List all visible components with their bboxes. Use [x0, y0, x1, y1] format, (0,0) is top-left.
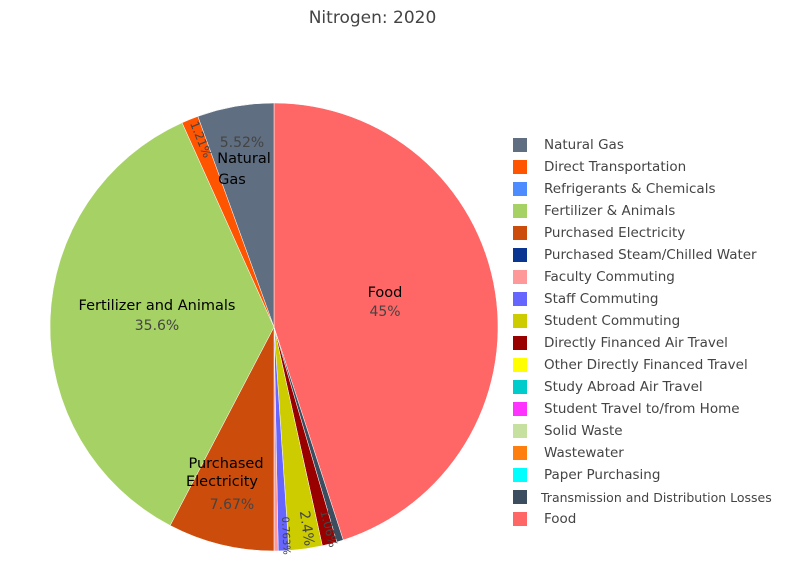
legend-label: Refrigerants & Chemicals: [544, 181, 716, 197]
legend-label: Purchased Electricity: [544, 225, 686, 241]
legend-label: Direct Transportation: [544, 159, 687, 175]
legend-label: Food: [544, 511, 577, 527]
legend-item-purchased-steam-chilled-water[interactable]: Purchased Steam/Chilled Water: [513, 244, 772, 266]
slice-label-purchased-electricity: Purchased: [188, 456, 263, 472]
legend-swatch: [513, 424, 527, 438]
legend-item-refrigerants-chemicals[interactable]: Refrigerants & Chemicals: [513, 178, 772, 200]
legend-label: Paper Purchasing: [544, 467, 661, 483]
legend-swatch: [513, 182, 527, 196]
legend-swatch: [513, 512, 527, 526]
legend-swatch: [513, 270, 527, 284]
legend-swatch: [513, 336, 527, 350]
legend-item-solid-waste[interactable]: Solid Waste: [513, 420, 772, 442]
legend: Natural Gas Direct Transportation Refriger…: [513, 134, 772, 530]
legend-item-food[interactable]: Food: [513, 508, 772, 530]
pie-slice-food[interactable]: [273, 102, 499, 541]
legend-swatch: [513, 292, 527, 306]
legend-swatch: [513, 204, 527, 218]
slice-pct-food: 45%: [369, 304, 400, 320]
legend-swatch: [513, 468, 527, 482]
legend-swatch: [513, 380, 527, 394]
legend-label: Staff Commuting: [544, 291, 659, 307]
legend-label: Student Commuting: [544, 313, 681, 329]
legend-item-faculty-commuting[interactable]: Faculty Commuting: [513, 266, 772, 288]
legend-item-transmission-and-distribution-losses[interactable]: Transmission and Distribution Losses: [513, 486, 772, 508]
slice-label-food: Food: [368, 285, 403, 301]
legend-item-direct-transportation[interactable]: Direct Transportation: [513, 156, 772, 178]
legend-item-study-abroad-air-travel[interactable]: Study Abroad Air Travel: [513, 376, 772, 398]
slice-pct-natural-gas: 5.52%: [220, 135, 264, 151]
legend-swatch: [513, 160, 527, 174]
legend-label: Wastewater: [544, 445, 624, 461]
legend-label: Transmission and Distribution Losses: [541, 489, 772, 505]
slice-label-natural-gas: Natural: [217, 151, 270, 167]
legend-item-natural-gas[interactable]: Natural Gas: [513, 134, 772, 156]
legend-swatch: [513, 402, 527, 416]
legend-swatch: [513, 138, 527, 152]
legend-label: Natural Gas: [544, 137, 624, 153]
legend-item-paper-purchasing[interactable]: Paper Purchasing: [513, 464, 772, 486]
pie-slice-natural-gas[interactable]: [197, 102, 275, 328]
legend-label: Student Travel to/from Home: [544, 401, 740, 417]
legend-item-student-travel-to-from-home[interactable]: Student Travel to/from Home: [513, 398, 772, 420]
legend-item-other-directly-financed-travel[interactable]: Other Directly Financed Travel: [513, 354, 772, 376]
slice-label-natural-gas-line2: Gas: [218, 172, 246, 188]
legend-item-wastewater[interactable]: Wastewater: [513, 442, 772, 464]
legend-swatch: [513, 248, 527, 262]
chart-title: Nitrogen: 2020: [308, 8, 437, 28]
legend-label: Solid Waste: [544, 423, 623, 439]
legend-swatch: [513, 446, 527, 460]
legend-label: Study Abroad Air Travel: [544, 379, 703, 395]
legend-swatch: [513, 314, 527, 328]
slice-label-purchased-electricity-line2: Electricity: [186, 474, 258, 490]
slice-pct-fertilizer-animals: 35.6%: [135, 318, 179, 334]
legend-label: Directly Financed Air Travel: [544, 335, 728, 351]
legend-item-directly-financed-air-travel[interactable]: Directly Financed Air Travel: [513, 332, 772, 354]
legend-item-staff-commuting[interactable]: Staff Commuting: [513, 288, 772, 310]
legend-swatch: [513, 226, 527, 240]
legend-label: Purchased Steam/Chilled Water: [544, 247, 757, 263]
legend-item-purchased-electricity[interactable]: Purchased Electricity: [513, 222, 772, 244]
legend-item-fertilizer-animals[interactable]: Fertilizer & Animals: [513, 200, 772, 222]
legend-label: Other Directly Financed Travel: [544, 357, 748, 373]
slice-pct-student-commuting: 2.4%: [296, 510, 317, 547]
slice-pct-purchased-electricity: 7.67%: [210, 497, 254, 513]
legend-swatch: [513, 490, 527, 504]
pie-slice-fertilizer-animals[interactable]: [49, 122, 275, 526]
slice-label-fertilizer-animals: Fertilizer and Animals: [79, 298, 236, 314]
legend-item-student-commuting[interactable]: Student Commuting: [513, 310, 772, 332]
slice-pct-staff-commuting: 0.763%: [279, 516, 292, 555]
legend-label: Fertilizer & Animals: [544, 203, 676, 219]
legend-label: Faculty Commuting: [544, 269, 675, 285]
legend-swatch: [513, 358, 527, 372]
pie-slice-purchased-electricity[interactable]: [169, 326, 275, 552]
